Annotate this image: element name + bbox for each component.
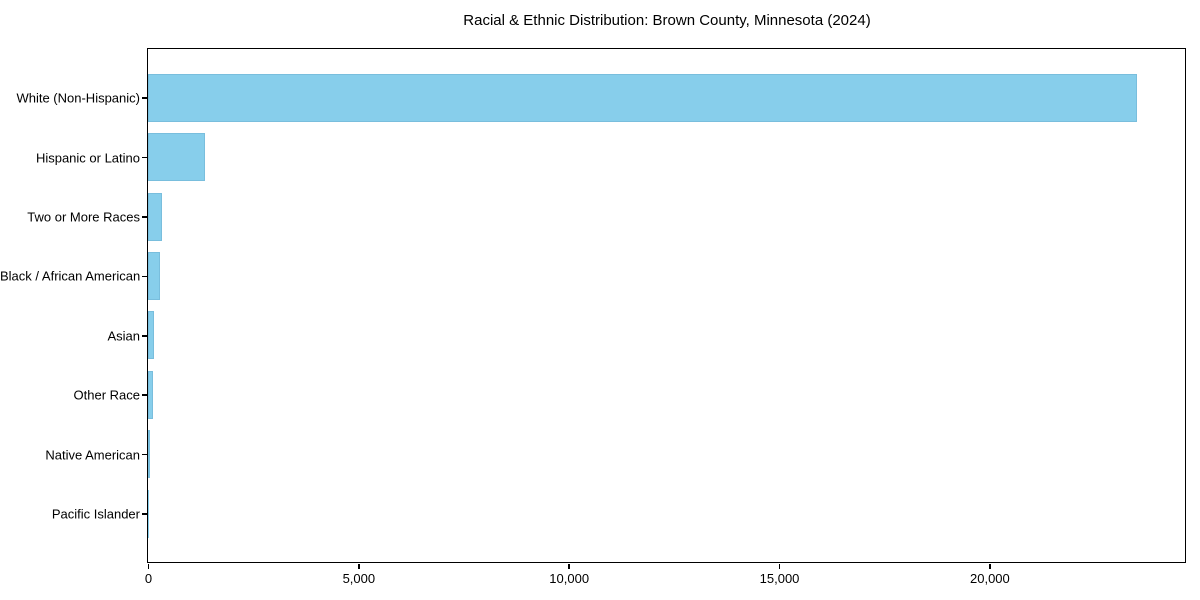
y-axis-category-label: Pacific Islander	[51, 506, 140, 522]
y-axis-category-label: White (Non-Hispanic)	[16, 90, 140, 106]
x-tick-mark	[147, 564, 150, 569]
y-tick-mark	[142, 97, 147, 99]
plot-area	[147, 48, 1186, 563]
bar-native-american	[148, 430, 150, 479]
x-tick-label: 10,000	[549, 571, 590, 586]
x-tick-mark	[989, 564, 991, 569]
y-axis-category-label: Hispanic or Latino	[35, 150, 140, 166]
x-tick-mark	[358, 564, 360, 569]
y-tick-mark	[142, 394, 147, 396]
y-axis-category-label: Two or More Races	[27, 209, 140, 225]
x-tick-label: 0	[144, 571, 153, 586]
y-tick-mark	[142, 275, 147, 278]
y-axis-category-label: Asian	[107, 328, 140, 344]
y-tick-mark	[142, 216, 147, 218]
y-tick-mark	[142, 335, 147, 337]
bar-two-or-more-races	[148, 192, 163, 241]
x-tick-label: 15,000	[759, 571, 800, 586]
bar-white-non-hispanic	[148, 73, 1137, 122]
x-tick-label: 5,000	[342, 571, 376, 586]
x-tick-mark	[568, 564, 570, 569]
bar-asian	[148, 311, 155, 360]
y-axis-category-label: Other Race	[73, 387, 140, 403]
bar-hispanic-or-latino	[148, 133, 205, 182]
x-tick-mark	[778, 564, 781, 569]
bar-other-race	[148, 370, 154, 419]
bars-layer	[148, 49, 1185, 562]
x-tick-label: 20,000	[969, 571, 1010, 586]
bar-black-african-american	[148, 251, 160, 300]
y-tick-mark	[142, 453, 147, 456]
y-axis-category-label: Black / African American	[0, 268, 141, 284]
chart-title: Racial & Ethnic Distribution: Brown Coun…	[463, 12, 871, 29]
y-axis-category-label: Native American	[45, 447, 140, 463]
y-tick-mark	[142, 156, 147, 159]
y-tick-mark	[142, 513, 147, 515]
